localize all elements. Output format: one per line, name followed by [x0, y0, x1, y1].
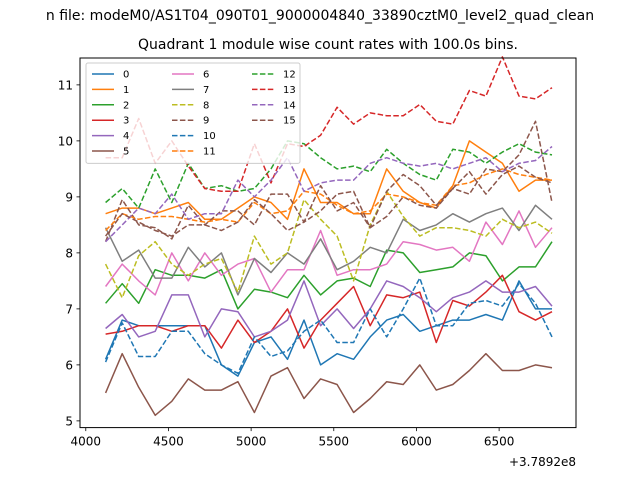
legend-box: [85, 62, 301, 164]
series-line-5: [104, 352, 553, 417]
series-line-2: [105, 241, 553, 310]
legend-label-5: 5: [123, 147, 129, 158]
y-axis: 5 6 7 8 9 10 11: [58, 78, 80, 428]
y-tick-label: 6: [65, 358, 73, 372]
legend-label-12: 12: [283, 70, 296, 81]
series-line-15: [104, 165, 553, 237]
y-tick-label: 10: [58, 134, 73, 148]
x-tick-label: 4500: [153, 435, 184, 449]
legend-label-9: 9: [203, 116, 209, 127]
x-tick-label: 6000: [401, 435, 432, 449]
legend-label-2: 2: [123, 100, 129, 111]
y-tick-label: 8: [65, 246, 73, 260]
legend-label-6: 6: [203, 70, 209, 81]
legend-label-1: 1: [123, 85, 129, 96]
x-tick-label: 5000: [236, 435, 267, 449]
y-tick-label: 5: [65, 414, 73, 428]
legend-label-3: 3: [123, 116, 129, 127]
series-line-11: [105, 168, 553, 232]
legend-label-7: 7: [203, 85, 209, 96]
axes-frame: [79, 57, 577, 429]
legend-label-14: 14: [283, 100, 296, 111]
chart-suptitle: n file: modeM0/AS1T04_090T01_9000004840_…: [46, 8, 594, 24]
y-tick-label: 11: [58, 78, 73, 92]
legend-label-15: 15: [283, 116, 296, 127]
legend-label-10: 10: [203, 131, 216, 142]
x-tick-label: 4000: [71, 435, 102, 449]
series-layer: [104, 56, 553, 417]
chart-title: Quadrant 1 module wise count rates with …: [138, 37, 518, 53]
series-line-14: [105, 145, 553, 243]
series-line-8: [104, 190, 553, 299]
x-offset-label: +3.7892e8: [509, 455, 576, 469]
legend-label-4: 4: [123, 131, 129, 142]
series-line-9: [104, 120, 553, 242]
y-tick-label: 7: [65, 302, 73, 316]
series-line-10: [104, 277, 553, 375]
x-tick-label: 6500: [484, 435, 515, 449]
legend-label-13: 13: [283, 85, 296, 96]
x-tick-label: 5500: [319, 435, 350, 449]
y-tick-label: 9: [65, 190, 73, 204]
series-line-3: [105, 274, 553, 349]
series-line-13: [105, 56, 553, 193]
legend-label-0: 0: [123, 70, 129, 81]
series-line-7: [104, 204, 553, 296]
series-line-12: [105, 140, 553, 209]
series-line-0: [104, 280, 552, 377]
legend-label-11: 11: [203, 147, 216, 158]
x-axis: 4000 4500 5000 5500 6000 6500: [71, 427, 515, 449]
legend-label-8: 8: [203, 100, 209, 111]
series-line-4: [105, 280, 553, 338]
